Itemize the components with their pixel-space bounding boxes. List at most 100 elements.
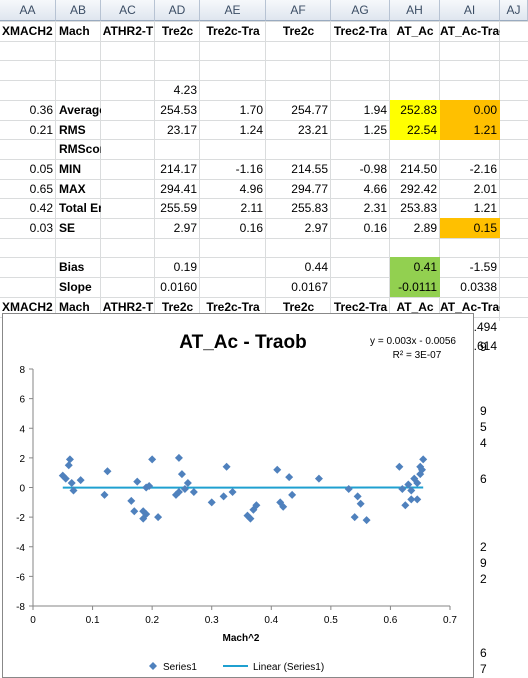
- cell-ab-r13[interactable]: Slope: [59, 280, 92, 294]
- cell-ab-r9[interactable]: Total Err: [59, 201, 101, 215]
- cell-ab-r10[interactable]: SE: [59, 221, 76, 235]
- cell-ad-r13[interactable]: 0.0160: [160, 280, 197, 294]
- cell-ad-r9[interactable]: 255.59: [160, 201, 197, 215]
- cell-ad-r4[interactable]: 254.53: [160, 103, 197, 117]
- cell-ag-r5[interactable]: 1.25: [363, 123, 387, 137]
- cell-ai-r9[interactable]: 1.21: [473, 201, 497, 215]
- cell-aa-r8[interactable]: 0.65: [29, 182, 53, 196]
- column-header-aj[interactable]: AJ: [500, 0, 528, 21]
- header-cell[interactable]: Mach: [59, 24, 90, 38]
- right-col-cell[interactable]: 2: [480, 572, 487, 586]
- cell-ae-r8[interactable]: 4.96: [239, 182, 263, 196]
- header-cell[interactable]: ATHR2-T: [102, 300, 154, 314]
- cell-ah-r13[interactable]: -0.0111: [390, 277, 440, 297]
- cell-af-r4[interactable]: 254.77: [291, 103, 328, 117]
- cell-ae-r10[interactable]: 0.16: [239, 221, 263, 235]
- header-cell[interactable]: XMACH2: [2, 300, 53, 314]
- right-col-cell[interactable]: 7: [480, 662, 487, 676]
- cell-ae-r5[interactable]: 1.24: [239, 123, 263, 137]
- header-cell[interactable]: Trec2-Tra: [333, 300, 388, 314]
- cell-ag-r4[interactable]: 1.94: [363, 103, 387, 117]
- header-cell[interactable]: Tre2c-Tra: [206, 300, 260, 314]
- cell-ah-r7[interactable]: 214.50: [400, 162, 437, 176]
- cell-ae-r7[interactable]: -1.16: [235, 162, 263, 176]
- cell-af-r13[interactable]: 0.0167: [291, 280, 328, 294]
- column-header-ag[interactable]: AG: [331, 0, 390, 21]
- header-cell[interactable]: AT_Ac-Traob: [440, 300, 500, 314]
- cell-aa-r9[interactable]: 0.42: [29, 201, 53, 215]
- header-cell[interactable]: AT_Ac-Traob: [440, 24, 500, 38]
- cell-ah-r9[interactable]: 253.83: [400, 201, 437, 215]
- header-cell[interactable]: AT_Ac: [396, 24, 434, 38]
- column-header-ai[interactable]: AI: [440, 0, 500, 21]
- cell-ad-r8[interactable]: 294.41: [160, 182, 197, 196]
- cell-aa-r10[interactable]: 0.03: [29, 221, 53, 235]
- right-col-cell[interactable]: 9: [480, 404, 487, 418]
- column-header-aa[interactable]: AA: [0, 0, 56, 21]
- header-cell[interactable]: Mach: [59, 300, 90, 314]
- cell-ae-r9[interactable]: 2.11: [240, 201, 263, 215]
- cell-ab-r5[interactable]: RMS: [59, 123, 86, 137]
- right-col-cell[interactable]: 6: [480, 472, 487, 486]
- cell-af-r12[interactable]: 0.44: [304, 260, 328, 274]
- right-col-cell[interactable]: 2: [480, 540, 487, 554]
- cell-ab-r8[interactable]: MAX: [59, 182, 86, 196]
- cell-ah-r8[interactable]: 292.42: [400, 182, 437, 196]
- cell-af-r8[interactable]: 294.77: [291, 182, 328, 196]
- cell-ab-r6[interactable]: RMScorr: [59, 142, 101, 156]
- column-header-af[interactable]: AF: [266, 0, 331, 21]
- cell-ai-r12[interactable]: -1.59: [469, 260, 497, 274]
- cell-af-r9[interactable]: 255.83: [291, 201, 328, 215]
- cell-aa-r4[interactable]: 0.36: [29, 103, 53, 117]
- cell-ah-r4[interactable]: 252.83: [390, 100, 440, 120]
- right-col-cell[interactable]: 9: [480, 556, 487, 570]
- right-col-cell[interactable]: 9: [480, 340, 487, 354]
- cell-ag-r9[interactable]: 2.31: [363, 201, 387, 215]
- cell-ab-r4[interactable]: Average: [59, 103, 101, 117]
- cell-ad-r12[interactable]: 0.19: [173, 260, 197, 274]
- header-cell[interactable]: Tre2c: [161, 24, 194, 38]
- cell-ab-r12[interactable]: Bias: [59, 260, 85, 274]
- cell-ag-r10[interactable]: 0.16: [363, 221, 387, 235]
- cell-af-r5[interactable]: 23.21: [297, 123, 328, 137]
- cell-ai-r8[interactable]: 2.01: [473, 182, 497, 196]
- column-header-ac[interactable]: AC: [101, 0, 155, 21]
- cell-aa-r7[interactable]: 0.05: [29, 162, 53, 176]
- cell-ah-r12[interactable]: 0.41: [390, 257, 440, 277]
- cell-ai-r10[interactable]: 0.15: [440, 218, 500, 238]
- header-cell[interactable]: Tre2c: [282, 300, 315, 314]
- cell-ag-r8[interactable]: 4.66: [363, 182, 387, 196]
- cell-af-r7[interactable]: 214.55: [291, 162, 328, 176]
- cell-ad-r7[interactable]: 214.17: [160, 162, 197, 176]
- header-cell[interactable]: Tre2c: [282, 24, 315, 38]
- header-cell[interactable]: Tre2c-Tra: [206, 24, 260, 38]
- cell-ai-r13[interactable]: 0.0338: [460, 280, 497, 294]
- cell-ai-r4[interactable]: 0.00: [440, 100, 500, 120]
- cell-ai-r5[interactable]: 1.21: [440, 120, 500, 140]
- column-header-ah[interactable]: AH: [390, 0, 440, 21]
- header-cell[interactable]: Tre2c: [161, 300, 194, 314]
- header-cell[interactable]: XMACH2: [2, 24, 53, 38]
- legend-label-linear: Linear (Series1): [253, 662, 324, 673]
- cell-ae-r4[interactable]: 1.70: [239, 103, 263, 117]
- right-col-cell[interactable]: 4: [480, 436, 487, 450]
- cell-ab-r7[interactable]: MIN: [59, 162, 81, 176]
- cell-ah-r10[interactable]: 2.89: [413, 221, 437, 235]
- cell-ad-r3[interactable]: 4.23: [173, 83, 197, 97]
- column-header-ab[interactable]: AB: [56, 0, 101, 21]
- right-col-cell[interactable]: 5: [480, 420, 487, 434]
- column-header-ad[interactable]: AD: [155, 0, 200, 21]
- cell-ad-r10[interactable]: 2.97: [173, 221, 197, 235]
- scatter-chart[interactable]: 8 6 4 2 0 -2 -4 -6 -8 0 0.1 0.2 0.3 0.4 0.5 0.6 0.7 AT_Ac…: [2, 313, 474, 678]
- cell-ag-r7[interactable]: -0.98: [359, 162, 387, 176]
- column-header-ae[interactable]: AE: [200, 0, 266, 21]
- cell-ah-r5[interactable]: 22.54: [390, 120, 440, 140]
- cell-ai-r7[interactable]: -2.16: [469, 162, 497, 176]
- cell-af-r10[interactable]: 2.97: [304, 221, 328, 235]
- header-cell[interactable]: ATHR2-T: [102, 24, 154, 38]
- right-col-cell[interactable]: 6: [480, 646, 487, 660]
- header-cell[interactable]: Trec2-Tra: [333, 24, 388, 38]
- header-cell[interactable]: AT_Ac: [396, 300, 434, 314]
- cell-aa-r5[interactable]: 0.21: [29, 123, 53, 137]
- cell-ad-r5[interactable]: 23.17: [166, 123, 197, 137]
